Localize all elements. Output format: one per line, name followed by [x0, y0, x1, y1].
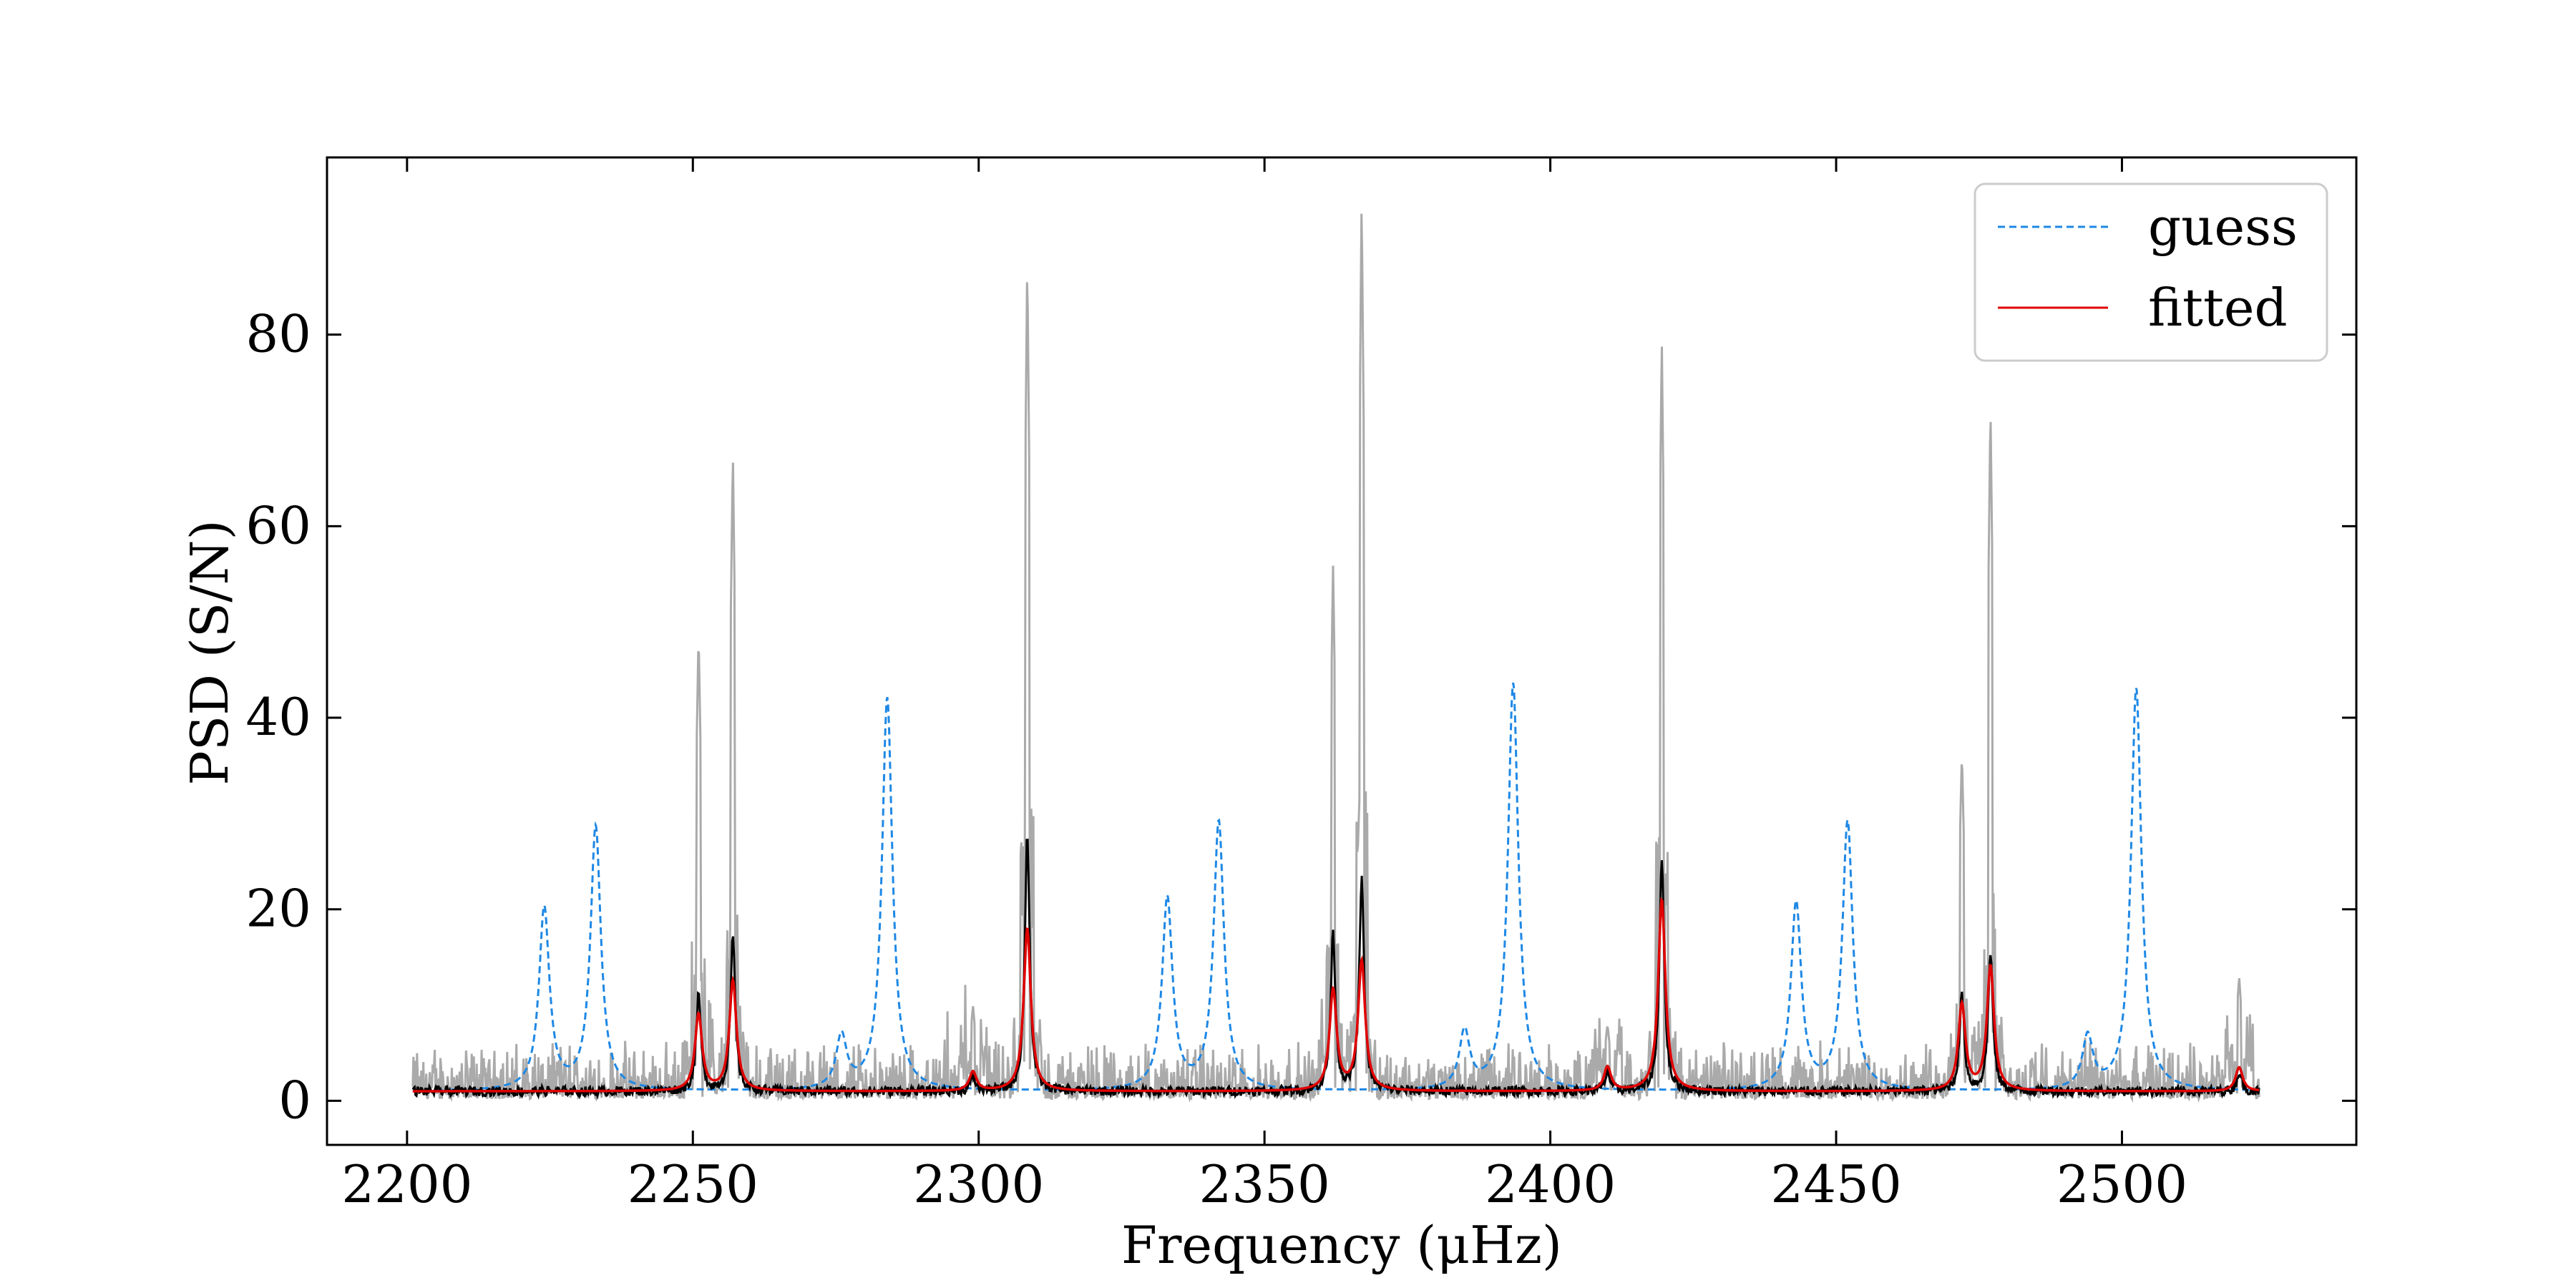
- y-tick-label: 60: [245, 495, 311, 555]
- y-tick-label: 40: [245, 687, 311, 747]
- legend-guess-label: guess: [2148, 197, 2298, 257]
- legend-box: [1974, 182, 2328, 362]
- raw-psd-line: [411, 213, 2260, 1103]
- x-tick-label: 2200: [341, 1154, 472, 1214]
- x-tick-label: 2450: [1770, 1154, 1901, 1214]
- x-tick-label: 2500: [2057, 1154, 2187, 1214]
- x-tick-label: 2350: [1199, 1154, 1330, 1214]
- axes: 2200 2250 2300 2350 2400 2450 2500 0 20 40 60 80: [245, 156, 2358, 1214]
- y-tick-label: 0: [278, 1070, 311, 1130]
- x-axis-label: Frequency (μHz): [1121, 1215, 1562, 1275]
- y-tick-label: 20: [245, 879, 311, 939]
- plot-frame: [326, 156, 2358, 1146]
- x-tick-label: 2400: [1485, 1154, 1616, 1214]
- y-axis-label: PSD (S/N): [180, 519, 240, 785]
- x-tick-label: 2300: [913, 1154, 1044, 1214]
- legend-fitted-label: fitted: [2148, 278, 2288, 338]
- plot-area: [411, 213, 2260, 1103]
- y-tick-label: 80: [245, 304, 311, 364]
- guess-model-line: [412, 682, 2260, 1092]
- legend: guess fitted: [1974, 182, 2328, 362]
- fitted-model-line: [412, 897, 2260, 1093]
- x-tick-label: 2250: [628, 1154, 758, 1214]
